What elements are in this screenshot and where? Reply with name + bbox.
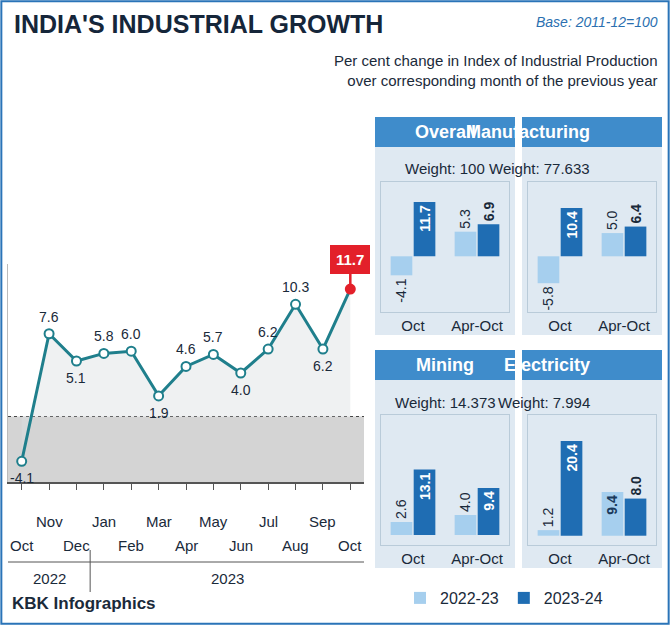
svg-text:2.6: 2.6 xyxy=(393,499,409,519)
svg-text:Weight: 100: Weight: 100 xyxy=(405,160,485,177)
svg-text:5.0: 5.0 xyxy=(604,210,620,230)
svg-text:KBK Infographics: KBK Infographics xyxy=(12,594,156,613)
svg-text:Dec: Dec xyxy=(63,537,90,554)
svg-text:Mining: Mining xyxy=(416,355,474,375)
svg-text:Apr-Oct: Apr-Oct xyxy=(598,550,651,567)
svg-text:Electricity: Electricity xyxy=(504,355,590,375)
svg-text:6.4: 6.4 xyxy=(628,204,644,224)
svg-text:11.7: 11.7 xyxy=(417,205,433,232)
svg-text:10.4: 10.4 xyxy=(564,211,580,238)
svg-text:Aug: Aug xyxy=(282,537,309,554)
svg-text:Jun: Jun xyxy=(229,537,253,554)
svg-text:Nov: Nov xyxy=(36,513,63,530)
svg-text:Per cent change in Index of In: Per cent change in Index of Industrial P… xyxy=(334,52,658,89)
svg-text:Manufacturing: Manufacturing xyxy=(466,122,590,142)
svg-text:5.1: 5.1 xyxy=(66,370,86,386)
svg-text:13.1: 13.1 xyxy=(417,473,433,500)
svg-text:6.9: 6.9 xyxy=(481,202,497,222)
svg-text:9.4: 9.4 xyxy=(481,491,497,511)
svg-text:4.6: 4.6 xyxy=(176,341,196,357)
svg-text:Jan: Jan xyxy=(92,513,116,530)
svg-text:May: May xyxy=(199,513,228,530)
svg-text:4.0: 4.0 xyxy=(231,382,251,398)
svg-text:Apr-Oct: Apr-Oct xyxy=(451,550,504,567)
svg-text:Overall: Overall xyxy=(415,122,476,142)
svg-text:11.7: 11.7 xyxy=(336,251,364,268)
svg-text:6.0: 6.0 xyxy=(121,326,141,342)
svg-text:-5.8: -5.8 xyxy=(540,286,556,310)
svg-text:2023: 2023 xyxy=(211,570,244,587)
svg-text:4.0: 4.0 xyxy=(457,492,473,512)
svg-text:20.4: 20.4 xyxy=(564,444,580,471)
svg-text:Mar: Mar xyxy=(146,513,172,530)
svg-text:Oct: Oct xyxy=(548,550,572,567)
svg-text:5.7: 5.7 xyxy=(203,329,223,345)
svg-text:10.3: 10.3 xyxy=(282,279,309,295)
svg-text:6.2: 6.2 xyxy=(258,324,278,340)
svg-text:Jul: Jul xyxy=(259,513,278,530)
svg-text:-4.1: -4.1 xyxy=(393,278,409,302)
svg-text:5.8: 5.8 xyxy=(94,328,114,344)
svg-text:Base: 2011-12=100: Base: 2011-12=100 xyxy=(536,14,658,30)
svg-text:8.0: 8.0 xyxy=(628,476,644,496)
svg-text:2022: 2022 xyxy=(33,570,66,587)
svg-text:INDIA'S INDUSTRIAL GROWTH: INDIA'S INDUSTRIAL GROWTH xyxy=(14,10,383,38)
svg-text:Oct: Oct xyxy=(10,537,34,554)
svg-text:-4.1: -4.1 xyxy=(10,470,34,486)
svg-text:Apr-Oct: Apr-Oct xyxy=(598,317,651,334)
svg-text:Apr: Apr xyxy=(175,537,198,554)
svg-text:Weight: 77.633: Weight: 77.633 xyxy=(489,160,590,177)
svg-text:Oct: Oct xyxy=(401,317,425,334)
svg-text:Weight: 14.373: Weight: 14.373 xyxy=(395,394,496,411)
svg-text:2022-23: 2022-23 xyxy=(440,590,499,607)
svg-text:Apr-Oct: Apr-Oct xyxy=(451,317,504,334)
svg-text:1.9: 1.9 xyxy=(149,405,169,421)
svg-text:Sep: Sep xyxy=(309,513,336,530)
svg-text:1.2: 1.2 xyxy=(540,507,556,527)
svg-text:7.6: 7.6 xyxy=(39,309,59,325)
svg-text:Feb: Feb xyxy=(118,537,144,554)
svg-text:Oct: Oct xyxy=(401,550,425,567)
svg-text:Oct: Oct xyxy=(548,317,572,334)
svg-text:5.3: 5.3 xyxy=(457,209,473,229)
svg-text:6.2: 6.2 xyxy=(313,358,333,374)
svg-text:9.4: 9.4 xyxy=(604,495,620,515)
svg-text:Oct: Oct xyxy=(338,537,362,554)
svg-text:2023-24: 2023-24 xyxy=(544,590,603,607)
svg-text:Weight: 7.994: Weight: 7.994 xyxy=(498,394,590,411)
